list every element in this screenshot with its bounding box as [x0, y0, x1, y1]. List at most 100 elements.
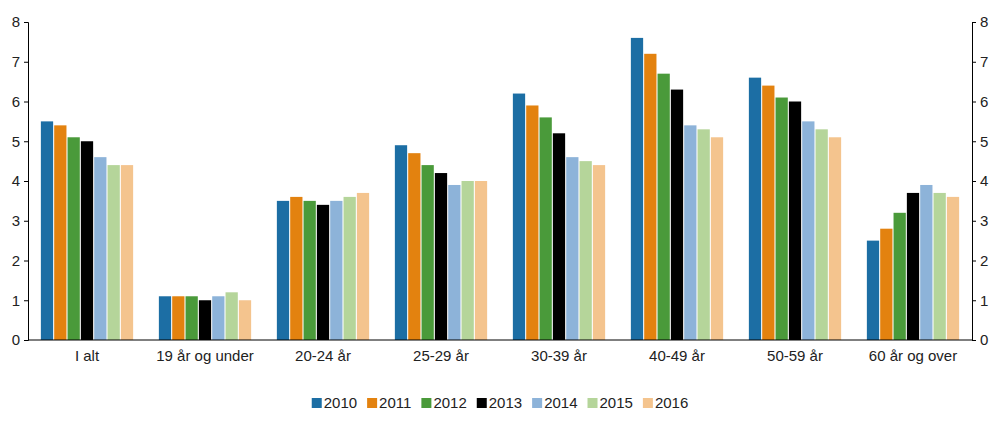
tick-mark [972, 62, 976, 63]
tick: 19 år og under [156, 347, 254, 364]
axis-line [973, 23, 977, 341]
tick: 40-49 år [649, 347, 705, 364]
bar [277, 201, 289, 340]
legend-swatch [421, 398, 431, 408]
bar [658, 74, 670, 340]
series [41, 38, 879, 340]
legend-label: 2016 [655, 394, 688, 411]
legend-label: 2015 [600, 394, 633, 411]
bar [54, 125, 66, 340]
bar [580, 161, 592, 340]
bar [81, 141, 93, 340]
tick-label: 8 [980, 13, 988, 30]
legend-item: 2011 [367, 394, 411, 411]
tick: 0 [972, 331, 988, 348]
axis-line [28, 340, 972, 341]
bar [762, 86, 774, 340]
tick-mark [972, 141, 976, 142]
tick-label: 20-24 år [295, 347, 351, 364]
tick-mark [972, 181, 976, 182]
tick: 2 [12, 252, 28, 269]
tick-mark [972, 261, 976, 262]
bar [947, 197, 959, 340]
tick-label: 1 [12, 292, 20, 309]
bar [212, 296, 224, 340]
legend-label: 2011 [379, 394, 411, 411]
tick-label: 1 [980, 292, 988, 309]
legend-label: 2014 [544, 394, 577, 411]
tick-label: 4 [980, 172, 988, 189]
tick-mark [972, 340, 976, 341]
tick: 60 år og over [869, 347, 957, 364]
tick-label: 40-49 år [649, 347, 705, 364]
x-axis: I alt19 år og under20-24 år25-29 år30-39… [28, 340, 972, 364]
bar [711, 137, 723, 340]
bar [934, 193, 946, 340]
tick: 6 [12, 93, 28, 110]
bar [239, 300, 251, 340]
legend-label: 2013 [489, 394, 522, 411]
tick-label: 6 [12, 93, 20, 110]
bar [553, 133, 565, 340]
tick: 6 [972, 93, 988, 110]
tick-label: 0 [12, 331, 20, 348]
bar [631, 38, 643, 340]
legend-swatch [588, 398, 598, 408]
y2-axis: 012345678 [972, 13, 988, 348]
legend: 2010 2011 2012 2013 2014 2015 2016 [312, 394, 689, 411]
tick: 8 [972, 13, 988, 30]
bar [357, 193, 369, 340]
tick-label: 50-59 år [767, 347, 823, 364]
bar [894, 213, 906, 340]
legend-label: 2012 [433, 394, 466, 411]
legend-item: 2013 [477, 394, 522, 411]
bar [290, 197, 302, 340]
legend-item: 2010 [312, 394, 357, 411]
tick-label: 19 år og under [156, 347, 254, 364]
bar [566, 157, 578, 340]
series [108, 129, 946, 340]
bar [776, 98, 788, 340]
chart: 012345678012345678I alt19 år og under20-… [0, 0, 1000, 427]
axis-line [24, 23, 29, 341]
tick-label: 30-39 år [531, 347, 587, 364]
tick-label: 6 [980, 93, 988, 110]
tick-label: 7 [12, 53, 20, 70]
tick: 1 [972, 292, 988, 309]
series [68, 74, 906, 340]
tick: 7 [972, 53, 988, 70]
bars [41, 38, 959, 340]
tick: 5 [12, 133, 28, 150]
series [94, 121, 932, 340]
tick: 30-39 år [531, 347, 587, 364]
legend-swatch [312, 398, 322, 408]
bar [880, 229, 892, 340]
bar [435, 173, 447, 340]
tick: 2 [972, 252, 988, 269]
legend-swatch [643, 398, 653, 408]
y-axis: 012345678 [12, 13, 29, 348]
bar [475, 181, 487, 340]
tick-label: 25-29 år [413, 347, 469, 364]
bar [920, 185, 932, 340]
tick: 20-24 år [295, 347, 351, 364]
series [121, 137, 959, 340]
tick-mark [24, 141, 28, 142]
bar [644, 54, 656, 340]
bar [593, 165, 605, 340]
tick: 1 [12, 292, 28, 309]
legend-item: 2012 [421, 394, 466, 411]
bar [330, 201, 342, 340]
legend-swatch [367, 398, 377, 408]
bar [344, 197, 356, 340]
tick-mark [972, 22, 976, 23]
tick-label: 60 år og over [869, 347, 957, 364]
bar [684, 125, 696, 340]
legend-swatch [477, 398, 487, 408]
plot-area: 012345678012345678I alt19 år og under20-… [12, 13, 989, 363]
bar [159, 296, 171, 340]
legend-item: 2015 [588, 394, 633, 411]
legend-label: 2010 [324, 394, 357, 411]
tick: 4 [972, 172, 988, 189]
tick-mark [24, 62, 28, 63]
